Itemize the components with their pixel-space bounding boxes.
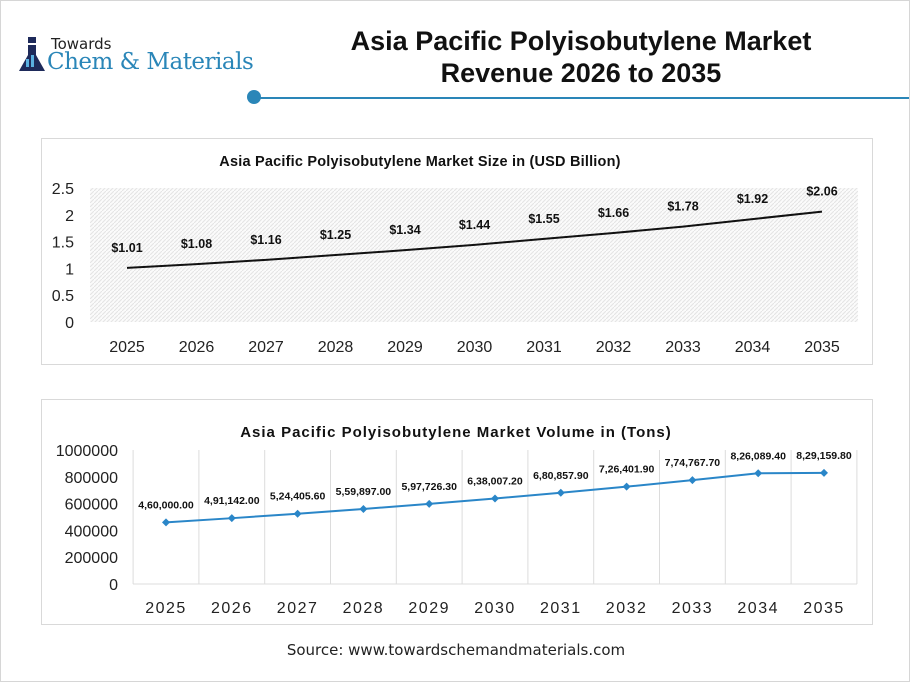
x-tick-label: 2034 (737, 600, 779, 617)
y-tick-label: 0 (109, 577, 118, 594)
data-label: $1.55 (528, 212, 559, 226)
x-tick-label: 2033 (665, 339, 701, 356)
x-tick-label: 2034 (735, 339, 771, 356)
x-tick-label: 2025 (109, 339, 145, 356)
data-point (227, 514, 236, 523)
x-tick-label: 2030 (474, 600, 516, 617)
x-tick-label: 2032 (596, 339, 632, 356)
title-line-1: Asia Pacific Polyisobutylene Market (350, 26, 812, 56)
data-point (293, 509, 302, 518)
data-point (359, 504, 368, 513)
size-chart-panel: Asia Pacific Polyisobutylene Market Size… (41, 138, 873, 365)
x-tick-label: 2027 (277, 600, 319, 617)
data-label: $1.16 (250, 233, 281, 247)
y-tick-label: 0 (65, 315, 74, 332)
data-label: $1.66 (598, 206, 629, 220)
x-tick-label: 2030 (457, 339, 493, 356)
series-line (126, 210, 823, 269)
data-point (556, 488, 565, 497)
y-tick-label: 2.5 (52, 181, 74, 198)
x-tick-label: 2029 (387, 339, 423, 356)
flask-icon (19, 37, 45, 71)
x-tick-label: 2035 (804, 339, 840, 356)
plot-area (90, 188, 858, 322)
data-label: 6,80,857.90 (533, 470, 589, 482)
data-label: 5,59,897.00 (336, 486, 392, 498)
data-label: $1.78 (667, 200, 698, 214)
page-title: Asia Pacific Polyisobutylene Market Reve… (301, 25, 861, 89)
logo-small-text: Towards (51, 35, 112, 53)
logo-main-text: Chem & Materials (47, 49, 254, 75)
y-tick-label: 2 (65, 208, 74, 225)
y-tick-label: 1 (65, 261, 74, 278)
source-text: Source: www.towardschemandmaterials.com (286, 641, 626, 659)
chart-title: Asia Pacific Polyisobutylene Market Size… (219, 154, 620, 170)
x-tick-label: 2035 (803, 600, 845, 617)
data-label: 8,26,089.40 (730, 450, 786, 462)
data-label: $1.25 (320, 228, 351, 242)
data-point (820, 468, 828, 477)
data-label: $1.01 (111, 241, 142, 255)
data-label: $1.08 (181, 237, 212, 251)
y-tick-label: 1000000 (56, 443, 118, 460)
x-tick-label: 2029 (408, 600, 450, 617)
x-tick-label: 2028 (318, 339, 354, 356)
accent-dot (247, 90, 261, 104)
x-tick-label: 2026 (179, 339, 215, 356)
volume-chart: Asia Pacific Polyisobutylene Market Volu… (56, 424, 858, 617)
data-label: 7,74,767.70 (665, 457, 721, 469)
data-label: 6,38,007.20 (467, 476, 523, 488)
data-point (491, 494, 499, 503)
x-tick-label: 2031 (526, 339, 562, 356)
y-tick-label: 600000 (65, 497, 118, 514)
data-label: 8,29,159.80 (796, 450, 852, 462)
volume-chart-panel: Asia Pacific Polyisobutylene Market Volu… (41, 399, 873, 625)
chart-title: Asia Pacific Polyisobutylene Market Volu… (240, 424, 672, 441)
x-tick-label: 2027 (248, 339, 284, 356)
data-label: 4,60,000.00 (138, 499, 194, 511)
data-label: $1.34 (389, 223, 420, 237)
y-tick-label: 800000 (65, 470, 118, 487)
data-point (162, 518, 170, 527)
y-tick-label: 1.5 (52, 235, 74, 252)
x-tick-label: 2026 (211, 600, 253, 617)
title-line-2: Revenue 2026 to 2035 (440, 58, 722, 88)
data-point (622, 482, 631, 491)
data-point (754, 469, 763, 478)
size-chart: Asia Pacific Polyisobutylene Market Size… (52, 154, 858, 356)
data-point (425, 499, 434, 508)
data-label: 4,91,142.00 (204, 495, 260, 507)
data-label: 7,26,401.90 (599, 464, 655, 476)
x-tick-label: 2033 (672, 600, 714, 617)
y-tick-label: 400000 (65, 523, 118, 540)
data-label: $1.92 (737, 192, 768, 206)
data-label: 5,24,405.60 (270, 491, 326, 503)
data-point (688, 476, 697, 485)
x-tick-label: 2028 (343, 600, 385, 617)
x-tick-label: 2032 (606, 600, 648, 617)
y-tick-label: 200000 (65, 550, 118, 567)
data-label: $1.44 (459, 218, 490, 232)
x-tick-label: 2031 (540, 600, 582, 617)
data-label: $2.06 (806, 185, 837, 199)
x-tick-label: 2025 (145, 600, 187, 617)
accent-rule (257, 97, 909, 99)
data-label: 5,97,726.30 (401, 481, 457, 493)
y-tick-label: 0.5 (52, 288, 74, 305)
